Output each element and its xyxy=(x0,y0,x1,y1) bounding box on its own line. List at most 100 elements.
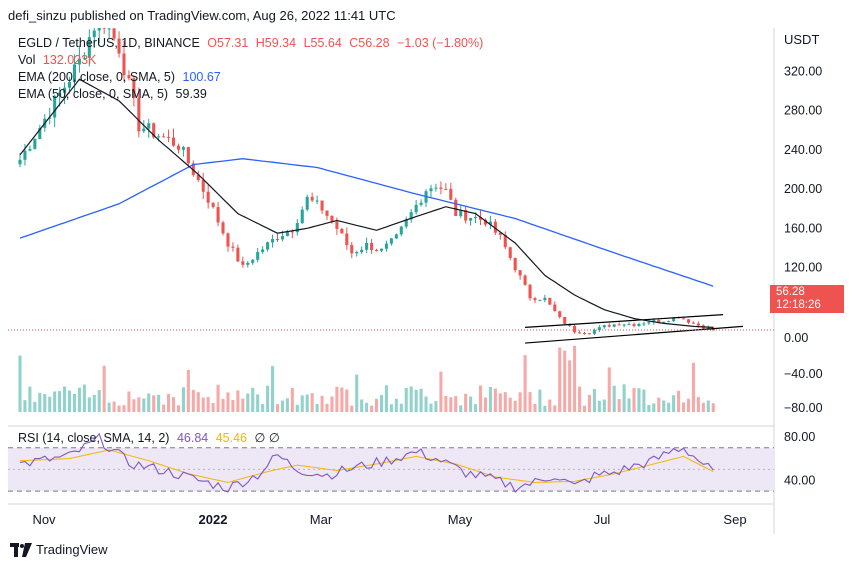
volume-value: 132.023K xyxy=(42,53,97,67)
candle-body xyxy=(404,219,408,227)
volume-bar xyxy=(652,403,656,412)
volume-bar xyxy=(592,389,596,412)
rsi-extra: ∅ ∅ xyxy=(254,431,280,445)
volume-bar xyxy=(226,392,230,412)
candle-body xyxy=(627,324,631,326)
volume-bar xyxy=(152,395,156,412)
volume-bar xyxy=(533,403,537,412)
volume-bar xyxy=(578,386,582,412)
candle-body xyxy=(409,212,413,220)
candle-body xyxy=(384,243,388,249)
volume-bar xyxy=(33,401,37,412)
volume-bar xyxy=(419,388,423,412)
candle-body xyxy=(167,136,171,138)
volume-bar xyxy=(414,389,418,412)
volume-bar xyxy=(374,398,379,412)
volume-bar xyxy=(67,390,72,412)
open-value: O57.31 xyxy=(207,36,249,50)
volume-bar xyxy=(275,404,280,412)
candle-body xyxy=(236,247,240,262)
candle-body xyxy=(444,188,448,190)
rsi-label: RSI (14, close, SMA, 14, 2) xyxy=(18,431,170,445)
candle-body xyxy=(597,327,601,331)
volume-bar xyxy=(137,397,141,412)
volume-bar xyxy=(246,393,250,412)
volume-bar xyxy=(305,394,309,412)
candle-body xyxy=(355,252,359,254)
x-tick-label: May xyxy=(448,512,473,527)
candle-body xyxy=(493,221,497,233)
candle-body xyxy=(607,325,611,327)
volume-bar xyxy=(454,396,458,412)
ema50-legend[interactable]: EMA (50, close, 0, SMA, 5) 59.39 xyxy=(18,87,211,101)
volume-bar xyxy=(310,393,314,412)
volume-bar xyxy=(38,392,42,412)
candle-body xyxy=(563,317,567,324)
candle-body xyxy=(231,246,235,248)
low-value: L55.64 xyxy=(303,36,342,50)
candle-body xyxy=(498,232,502,235)
volume-bar xyxy=(127,391,131,412)
ema50-line xyxy=(19,78,714,328)
candle-body xyxy=(92,30,96,38)
rsi-legend[interactable]: RSI (14, close, SMA, 14, 2) 46.84 45.46 … xyxy=(18,430,284,445)
candle-body xyxy=(241,261,245,265)
candle-body xyxy=(48,117,52,119)
y-tick-label: 240.00 xyxy=(784,143,822,157)
y-tick-label: 200.00 xyxy=(784,182,822,196)
candle-body xyxy=(295,223,299,233)
candle-body xyxy=(162,136,166,138)
volume-bar xyxy=(394,398,398,412)
candle-body xyxy=(543,297,547,301)
volume-bar xyxy=(582,405,587,412)
candle-body xyxy=(246,262,250,265)
volume-bar xyxy=(340,387,344,412)
volume-bar xyxy=(409,386,413,412)
candle-body xyxy=(538,300,542,302)
volume-legend[interactable]: Vol 132.023K xyxy=(18,53,100,67)
ema200-line xyxy=(19,158,714,287)
candle-body xyxy=(672,317,676,322)
volume-bar xyxy=(543,405,547,412)
volume-bar xyxy=(686,398,691,412)
candle-body xyxy=(280,236,284,240)
symbol-legend[interactable]: EGLD / TetherUS, 1D, BINANCE O57.31 H59.… xyxy=(18,36,487,50)
volume-bar xyxy=(181,387,185,412)
rsi-tick-label: 80.00 xyxy=(784,430,815,444)
volume-bar xyxy=(672,395,676,412)
rsi-ma-value: 45.46 xyxy=(215,431,247,445)
ema200-legend[interactable]: EMA (200, close, 0, SMA, 5) 100.67 xyxy=(18,70,225,84)
close-value: C56.28 xyxy=(349,36,390,50)
candle-body xyxy=(196,174,200,181)
volume-bar xyxy=(558,347,562,412)
candle-body xyxy=(602,325,606,328)
tradingview-footer[interactable]: TradingView xyxy=(10,542,108,557)
volume-bar xyxy=(236,390,240,412)
volume-bar xyxy=(711,403,715,412)
volume-bar xyxy=(87,397,91,412)
candlestick-chart[interactable]: USDT 320.00 280.00 240.00 200.00 160.00 120.00… xyxy=(8,2,852,534)
candle-body xyxy=(58,92,62,97)
high-value: H59.34 xyxy=(255,36,297,50)
candle-body xyxy=(513,257,517,271)
candle-body xyxy=(266,242,270,250)
candle-body xyxy=(637,323,641,327)
candle-body xyxy=(454,199,458,217)
candle-body xyxy=(18,159,22,165)
volume-bar xyxy=(528,392,532,412)
candle-body xyxy=(449,188,453,200)
candle-body xyxy=(419,202,423,205)
volume-tick-label: −40.00 xyxy=(784,367,823,381)
volume-bar xyxy=(360,399,364,412)
volume-bar xyxy=(597,400,601,412)
candle-body xyxy=(518,270,522,276)
candle-body xyxy=(667,321,671,323)
volume-bar xyxy=(444,396,448,412)
volume-bar xyxy=(493,388,497,412)
volume-bar xyxy=(573,345,577,412)
candle-body xyxy=(335,221,339,229)
x-tick-label: 2022 xyxy=(199,512,228,527)
volume-bar xyxy=(568,360,572,412)
volume-label: Vol xyxy=(18,53,36,67)
candle-body xyxy=(181,147,185,150)
